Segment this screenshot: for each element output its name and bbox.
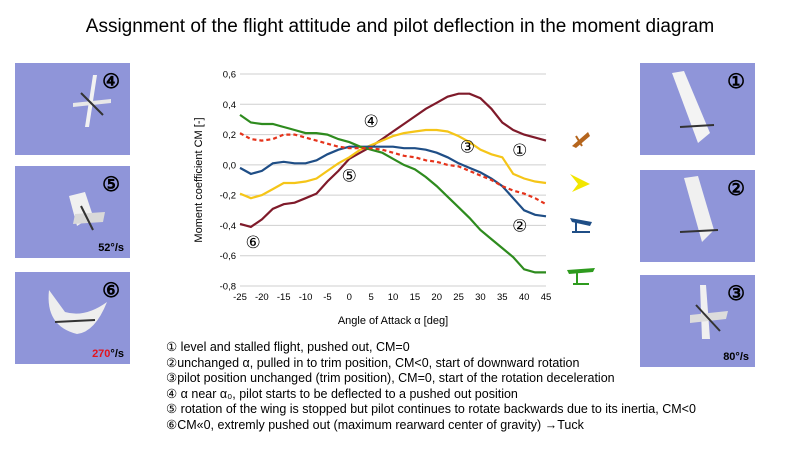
x-tick-label: -10	[299, 292, 313, 303]
x-tick-label: 5	[368, 292, 373, 303]
photo-2: ②	[640, 170, 755, 262]
glider-photo-icon	[679, 176, 719, 242]
photo-number: ①	[727, 71, 745, 93]
rotation-rate: 52°/s	[98, 242, 124, 254]
legend-item: ① level and stalled flight, pushed out, …	[166, 340, 410, 354]
photo-number: ④	[102, 71, 120, 93]
series-line-2	[239, 145, 547, 218]
x-tick-label: -15	[277, 292, 291, 303]
rotation-rate: 270°/s	[92, 348, 124, 360]
photo-6: ⑥ 270°/s	[15, 272, 130, 364]
y-axis-label: Moment coefficient CM [-]	[193, 117, 205, 242]
glider-photo-icon	[69, 192, 105, 231]
glider-photo-icon	[672, 71, 715, 143]
y-tick-label: 0,6	[223, 70, 236, 81]
x-tick-label: 45	[541, 292, 552, 303]
moment-chart: 0,6 0,4 0,2 0,0 -0,2 -0,4 -0,6 -0,8-25 -20 -15 -10…	[193, 70, 552, 328]
photo-4: ④	[15, 63, 130, 155]
x-tick-label: -5	[323, 292, 331, 303]
y-tick-label: 0,4	[223, 100, 236, 111]
glider-photo-icon	[73, 75, 111, 127]
series-line-1	[239, 128, 547, 200]
series-line-3	[239, 113, 546, 274]
y-tick-label: 0,0	[223, 160, 236, 171]
x-tick-label: 10	[388, 292, 399, 303]
y-tick-label: -0,2	[220, 191, 236, 202]
y-tick-label: -0,8	[220, 282, 236, 293]
photo-1: ①	[640, 63, 755, 155]
x-tick-label: -20	[255, 292, 269, 303]
annotation-label: ①	[512, 141, 527, 161]
yellow-glider-icon	[570, 174, 590, 192]
x-tick-label: 25	[453, 292, 464, 303]
annotation-label: ④	[364, 112, 379, 132]
y-tick-label: 0,2	[223, 130, 236, 141]
legend-item: ⑤ rotation of the wing is stopped but pi…	[166, 402, 696, 416]
x-tick-label: 0	[347, 292, 352, 303]
photo-number: ③	[727, 283, 745, 305]
photo-3: ③ 80°/s	[640, 275, 755, 367]
series-line-0	[239, 92, 547, 229]
x-tick-label: -25	[233, 292, 247, 303]
x-tick-label: 40	[519, 292, 530, 303]
blue-glider-icon	[570, 218, 592, 233]
photo-number: ⑤	[102, 174, 120, 196]
glider-photo-icon	[690, 285, 728, 339]
legend-item: ④ α near α₀, pilot starts to be deflecte…	[166, 386, 518, 401]
photo-number: ⑥	[102, 280, 120, 302]
legend-list: ① level and stalled flight, pushed out, …	[166, 340, 696, 433]
annotation-label: ③	[460, 138, 475, 158]
brown-glider-icon	[572, 132, 590, 148]
annotation-label: ②	[512, 216, 527, 236]
legend-item: ⑥CM«0, extremly pushed out (maximum rear…	[166, 417, 584, 432]
photo-5: ⑤ 52°/s	[15, 166, 130, 258]
x-tick-label: 20	[431, 292, 442, 303]
rotation-rate: 80°/s	[723, 351, 749, 363]
x-tick-label: 15	[410, 292, 421, 303]
page-title: Assignment of the flight attitude and pi…	[85, 16, 715, 37]
x-axis-label: Angle of Attack α [deg]	[338, 315, 448, 327]
legend-item: ②unchanged α, pulled in to trim position…	[166, 355, 580, 370]
x-tick-label: 35	[497, 292, 508, 303]
glider-photo-icon	[48, 290, 107, 334]
x-tick-label: 30	[475, 292, 486, 303]
annotation-label: ⑥	[245, 233, 260, 253]
annotation-label: ⑤	[342, 167, 357, 187]
y-tick-label: -0,6	[220, 251, 236, 262]
green-glider-icon	[567, 268, 595, 285]
photo-number: ②	[727, 178, 745, 200]
series-line-4	[239, 132, 547, 206]
legend-item: ③pilot position unchanged (trim position…	[166, 371, 615, 385]
y-tick-label: -0,4	[220, 221, 236, 232]
